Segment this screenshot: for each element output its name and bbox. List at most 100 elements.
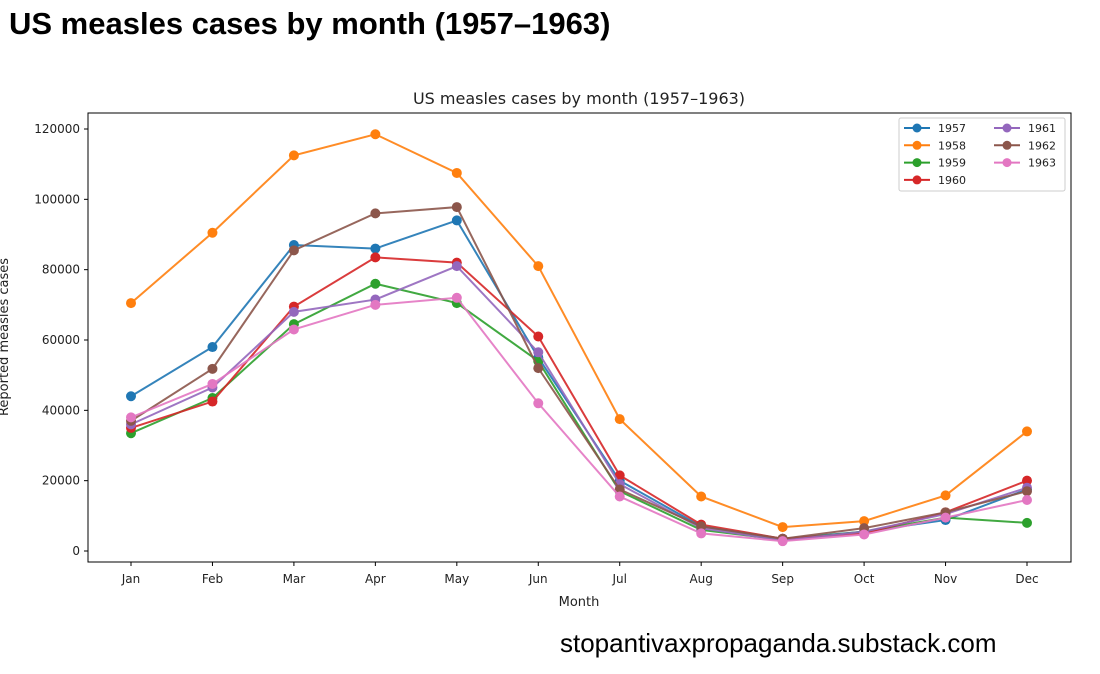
data-point-1963-Sep xyxy=(777,536,788,547)
data-point-1962-Mar xyxy=(288,245,299,256)
data-point-1963-Jun xyxy=(533,398,544,409)
y-tick-label: 20000 xyxy=(42,474,80,488)
data-point-1962-Aug xyxy=(696,521,707,532)
y-tick-label: 60000 xyxy=(42,333,80,347)
legend-label: 1959 xyxy=(938,157,966,170)
legend-marker xyxy=(912,140,922,150)
data-point-1958-Jun xyxy=(533,261,544,272)
y-axis-label: Reported measles cases xyxy=(0,258,12,416)
data-point-1958-Sep xyxy=(777,522,788,533)
data-point-1963-Jul xyxy=(614,491,625,502)
data-point-1961-Mar xyxy=(288,306,299,317)
data-point-1962-Feb xyxy=(207,363,218,374)
x-tick-label: Mar xyxy=(283,572,306,586)
legend-marker xyxy=(1002,123,1012,133)
data-point-1959-Dec xyxy=(1022,517,1032,528)
legend-label: 1961 xyxy=(1028,122,1056,135)
series-line-1962 xyxy=(130,206,1028,540)
series-1957 xyxy=(126,215,1032,544)
legend-marker xyxy=(1002,158,1012,168)
data-point-1963-May xyxy=(451,292,462,303)
data-point-1963-Oct xyxy=(859,529,870,540)
data-point-1963-Mar xyxy=(288,324,299,335)
y-tick-label: 80000 xyxy=(42,263,80,277)
data-point-1958-Nov xyxy=(940,490,951,501)
series-1961 xyxy=(126,261,1032,546)
data-point-1963-Feb xyxy=(207,378,218,389)
x-tick-label: Nov xyxy=(934,572,957,586)
data-point-1961-Jun xyxy=(533,347,544,358)
data-point-1957-May xyxy=(451,215,462,226)
data-point-1958-Aug xyxy=(696,491,707,502)
x-tick-label: Feb xyxy=(202,572,223,586)
data-point-1958-Oct xyxy=(859,516,870,527)
legend-item-1957: 1957 xyxy=(904,122,966,135)
series-line-1963 xyxy=(130,296,1028,543)
x-tick-label: Oct xyxy=(854,572,875,586)
data-point-1961-May xyxy=(451,261,462,272)
legend-item-1959: 1959 xyxy=(904,157,966,170)
data-point-1958-Mar xyxy=(288,150,299,161)
legend-label: 1960 xyxy=(938,174,966,187)
headline: US measles cases by month (1957–1963) xyxy=(9,6,611,41)
legend-marker xyxy=(912,123,922,133)
plot-frame xyxy=(87,112,1072,563)
data-point-1958-Jul xyxy=(614,414,625,425)
series-1963 xyxy=(126,292,1032,547)
data-point-1963-Aug xyxy=(696,528,707,539)
x-tick-label: Dec xyxy=(1015,572,1038,586)
legend-label: 1962 xyxy=(1028,139,1056,152)
legend-item-1962: 1962 xyxy=(994,139,1056,152)
data-point-1958-Dec xyxy=(1022,426,1032,437)
data-point-1963-Jan xyxy=(126,412,136,423)
data-point-1960-Jul xyxy=(614,470,625,481)
data-point-1962-Jul xyxy=(614,484,625,495)
legend-marker xyxy=(912,158,922,168)
legend-label: 1957 xyxy=(938,122,966,135)
series-1959 xyxy=(126,278,1032,545)
data-point-1960-Jun xyxy=(533,331,544,342)
data-point-1963-Apr xyxy=(370,299,381,310)
series-line-1960 xyxy=(130,256,1028,540)
x-tick-label: Aug xyxy=(689,572,712,586)
data-point-1960-Feb xyxy=(207,396,218,407)
data-point-1958-Apr xyxy=(370,129,381,140)
data-point-1962-Dec xyxy=(1022,486,1032,497)
x-axis-label: Month xyxy=(559,595,600,610)
data-point-1963-Dec xyxy=(1022,495,1032,506)
legend-box xyxy=(898,117,1066,192)
y-tick-label: 100000 xyxy=(34,192,80,206)
legend-item-1961: 1961 xyxy=(994,122,1056,135)
data-point-1960-Dec xyxy=(1022,475,1032,486)
chart-title: US measles cases by month (1957–1963) xyxy=(413,89,745,108)
data-point-1962-Jun xyxy=(533,363,544,374)
legend-marker xyxy=(1002,140,1012,150)
data-point-1958-May xyxy=(451,167,462,178)
legend-marker xyxy=(912,175,922,185)
x-tick-label: Jun xyxy=(528,572,548,586)
x-tick-label: Sep xyxy=(771,572,794,586)
legend-item-1958: 1958 xyxy=(904,139,966,152)
y-tick-label: 120000 xyxy=(34,122,80,136)
data-point-1963-Nov xyxy=(940,512,951,523)
data-point-1962-Apr xyxy=(370,208,381,219)
data-point-1957-Feb xyxy=(207,342,218,353)
data-point-1959-Apr xyxy=(370,278,381,289)
series-line-1958 xyxy=(130,133,1028,529)
series-line-1961 xyxy=(130,264,1028,542)
legend-label: 1958 xyxy=(938,139,966,152)
legend-item-1960: 1960 xyxy=(904,174,966,187)
data-point-1962-May xyxy=(451,202,462,213)
x-tick-label: Apr xyxy=(365,572,386,586)
source-credit: stopantivaxpropaganda.substack.com xyxy=(560,628,997,658)
data-point-1957-Apr xyxy=(370,243,381,254)
data-point-1958-Feb xyxy=(207,227,218,238)
legend-label: 1963 xyxy=(1028,157,1056,170)
x-tick-label: Jan xyxy=(121,572,141,586)
legend-item-1963: 1963 xyxy=(994,157,1056,170)
data-point-1960-Apr xyxy=(370,252,381,263)
series-line-1957 xyxy=(130,219,1028,540)
x-tick-label: May xyxy=(444,572,469,586)
series-1962 xyxy=(126,202,1032,544)
